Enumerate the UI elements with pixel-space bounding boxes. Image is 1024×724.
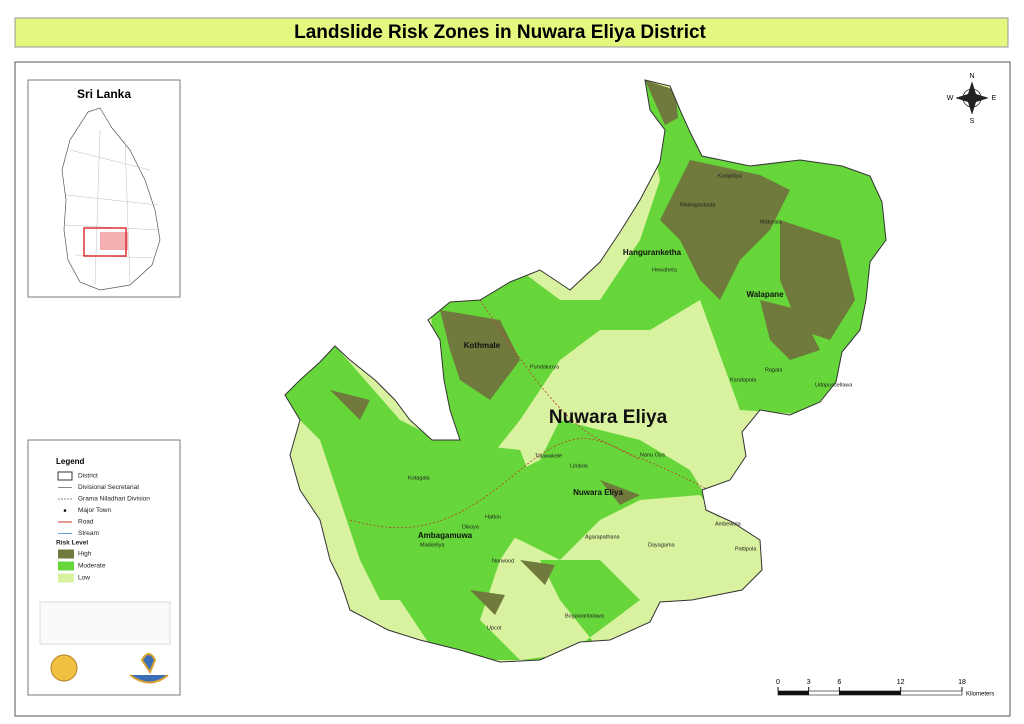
scale-unit: Kilometers [966, 692, 994, 698]
division-label: Kothmale [464, 341, 501, 350]
legend-items: District Divisional Secretariat Grama Nila… [56, 471, 150, 583]
scale-segment [777, 690, 809, 696]
town-label: Dayagama [648, 542, 676, 548]
town-label: Maturata [760, 219, 783, 225]
legend-label: Moderate [78, 563, 106, 570]
legend-label: Low [78, 575, 90, 582]
compass-e: E [992, 95, 997, 102]
compass-s: S [970, 118, 975, 125]
scale-segment [839, 690, 901, 696]
compass-w: W [947, 95, 954, 102]
legend-swatch [58, 549, 74, 559]
division-label: Walapane [746, 290, 784, 299]
town-label: Agarapathana [585, 534, 620, 540]
scale-segment [808, 690, 840, 696]
legend-label: Road [78, 519, 94, 526]
legend-label: Divisional Secretariat [78, 484, 139, 491]
legend-symbol [63, 509, 67, 512]
town-label: Rikillagaskada [680, 202, 716, 208]
scale-label: 3 [807, 679, 811, 686]
legend-label: Major Town [78, 507, 112, 514]
town-label: Pundaluoya [530, 364, 560, 370]
town-label: Ambewela [715, 521, 742, 527]
legend-swatch [58, 573, 74, 583]
town-label: Kotagala [408, 475, 431, 481]
legend-label: District [78, 473, 98, 480]
division-label: Ambagamuwa [418, 531, 473, 540]
division-label: Hanguranketha [623, 248, 682, 257]
scale-label: 0 [776, 679, 780, 686]
high-zone [330, 80, 855, 615]
roads [349, 299, 761, 528]
scale-label: 12 [897, 679, 905, 686]
town-label: Upcot [487, 625, 502, 631]
agency-logo [129, 653, 169, 684]
inset-frame [83, 227, 127, 257]
emblem-logo [50, 654, 78, 682]
source-notes [39, 601, 171, 645]
scale-label: 6 [837, 679, 841, 686]
town-label: Maskeliya [420, 542, 445, 548]
legend-box [27, 439, 181, 696]
town-label: Norwood [492, 558, 514, 564]
town-label: Lindula [570, 463, 589, 469]
town-label: Pattipola [735, 546, 757, 552]
town-label: Dikoya [462, 524, 480, 530]
risk-map [285, 80, 886, 662]
inset-title: Sri Lanka [77, 87, 131, 101]
town-label: Kalapitiya [718, 173, 743, 179]
legend-title: Legend [56, 457, 85, 466]
division-label: Nuwara Eliya [573, 488, 623, 497]
town-label: Hewaheta [652, 267, 678, 273]
legend-label: Grama Niladhari Division [78, 496, 150, 503]
map-frame [14, 61, 1011, 717]
legend-label: Stream [78, 530, 99, 537]
town-label: Hatton [485, 514, 501, 520]
town-label: Nanu Oya [640, 452, 666, 458]
town-label: Ragala [765, 367, 783, 373]
district-label: Nuwara Eliya [549, 407, 668, 428]
scale-label: 18 [958, 679, 966, 686]
legend-label: High [78, 551, 92, 558]
legend-subtitle: Risk Level [56, 540, 88, 547]
town-label: Kandapola [730, 377, 757, 383]
inset-district [100, 232, 128, 250]
title-bar [14, 17, 1009, 48]
compass-n: N [969, 73, 974, 80]
compass: N E S W [947, 73, 997, 125]
scale-segment [900, 690, 963, 696]
moderate-zone [400, 440, 640, 660]
legend-symbol [57, 471, 73, 481]
map-title: Landslide Risk Zones in Nuwara Eliya Dis… [294, 22, 706, 43]
legend-swatch [58, 561, 74, 571]
town-label: Talawakele [535, 453, 562, 459]
town-label: Bogawantalawa [565, 613, 605, 619]
town-label: Udapussellawa [815, 382, 853, 388]
